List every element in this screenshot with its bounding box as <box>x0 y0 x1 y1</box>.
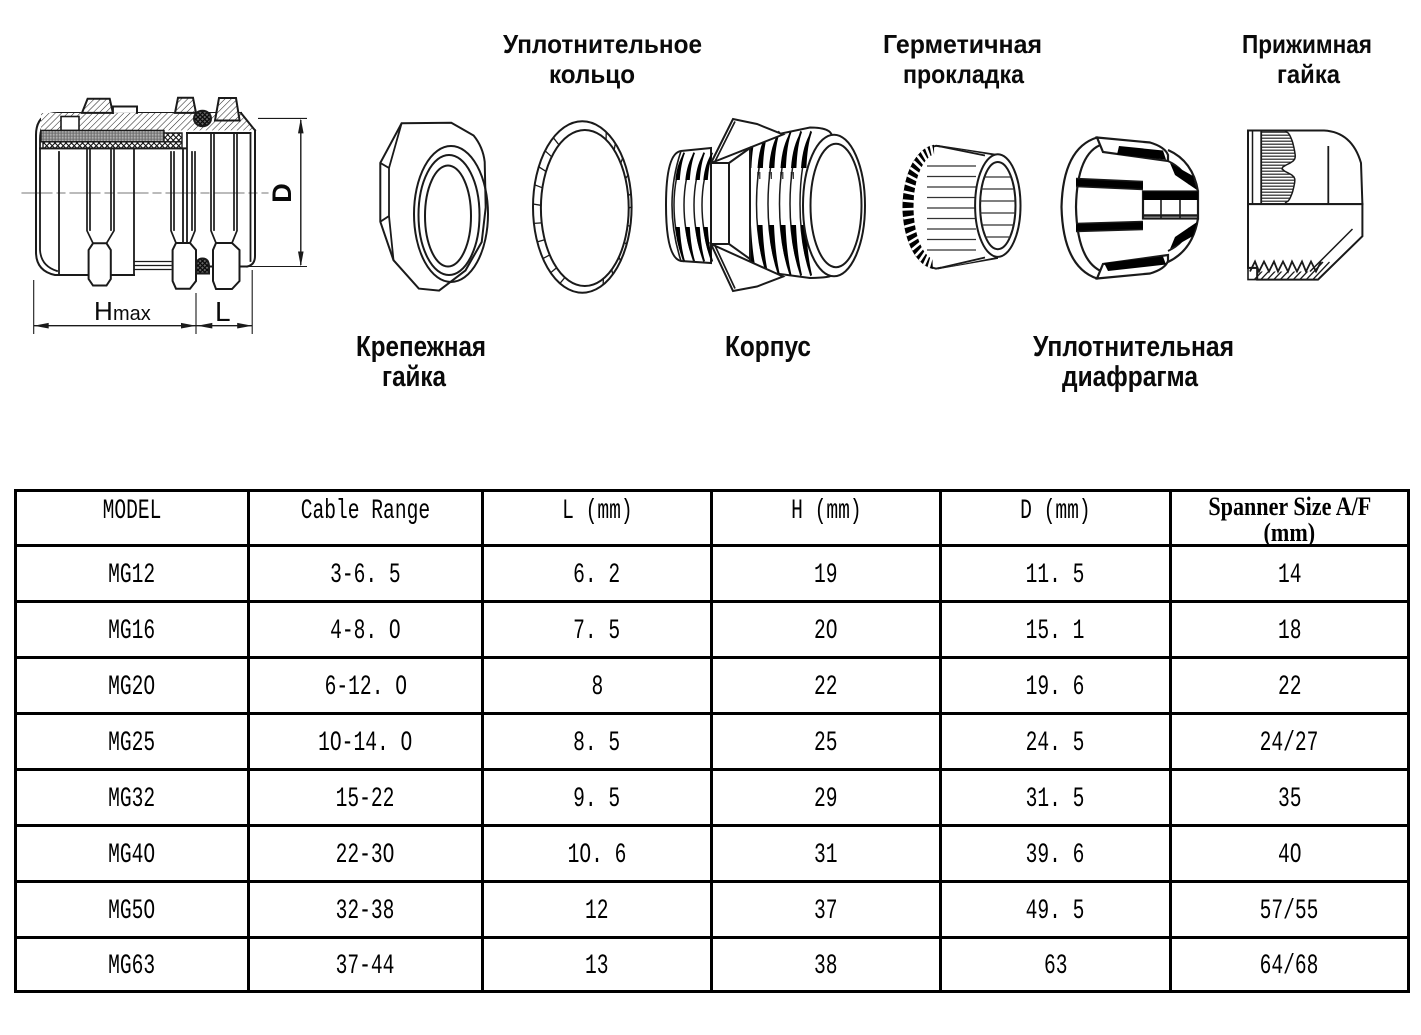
svg-text:прокладка: прокладка <box>903 59 1024 89</box>
svg-text:L: L <box>215 296 231 327</box>
svg-text:max: max <box>113 303 151 325</box>
svg-text:Прижимная: Прижимная <box>1242 29 1372 59</box>
svg-text:Уплотнительное: Уплотнительное <box>503 29 702 59</box>
svg-text:гайка: гайка <box>382 361 447 393</box>
svg-text:гайка: гайка <box>1277 59 1340 89</box>
svg-text:Крепежная: Крепежная <box>356 331 486 363</box>
svg-text:Корпус: Корпус <box>725 331 811 363</box>
svg-text:Герметичная: Герметичная <box>883 29 1042 59</box>
svg-text:диафрагма: диафрагма <box>1062 361 1199 393</box>
svg-text:кольцо: кольцо <box>549 59 635 89</box>
svg-text:H: H <box>94 296 113 326</box>
svg-text:D: D <box>267 183 297 203</box>
svg-text:Уплотнительная: Уплотнительная <box>1033 331 1234 363</box>
